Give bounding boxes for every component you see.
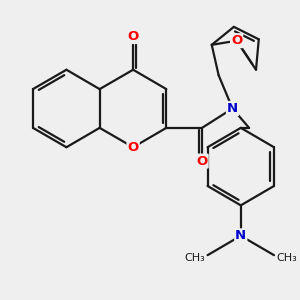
Text: O: O: [231, 34, 242, 47]
Text: N: N: [235, 229, 246, 242]
Text: N: N: [227, 102, 238, 115]
Text: O: O: [128, 30, 139, 43]
Text: O: O: [196, 154, 208, 168]
Text: CH₃: CH₃: [277, 253, 298, 263]
Text: O: O: [128, 141, 139, 154]
Text: CH₃: CH₃: [184, 253, 205, 263]
